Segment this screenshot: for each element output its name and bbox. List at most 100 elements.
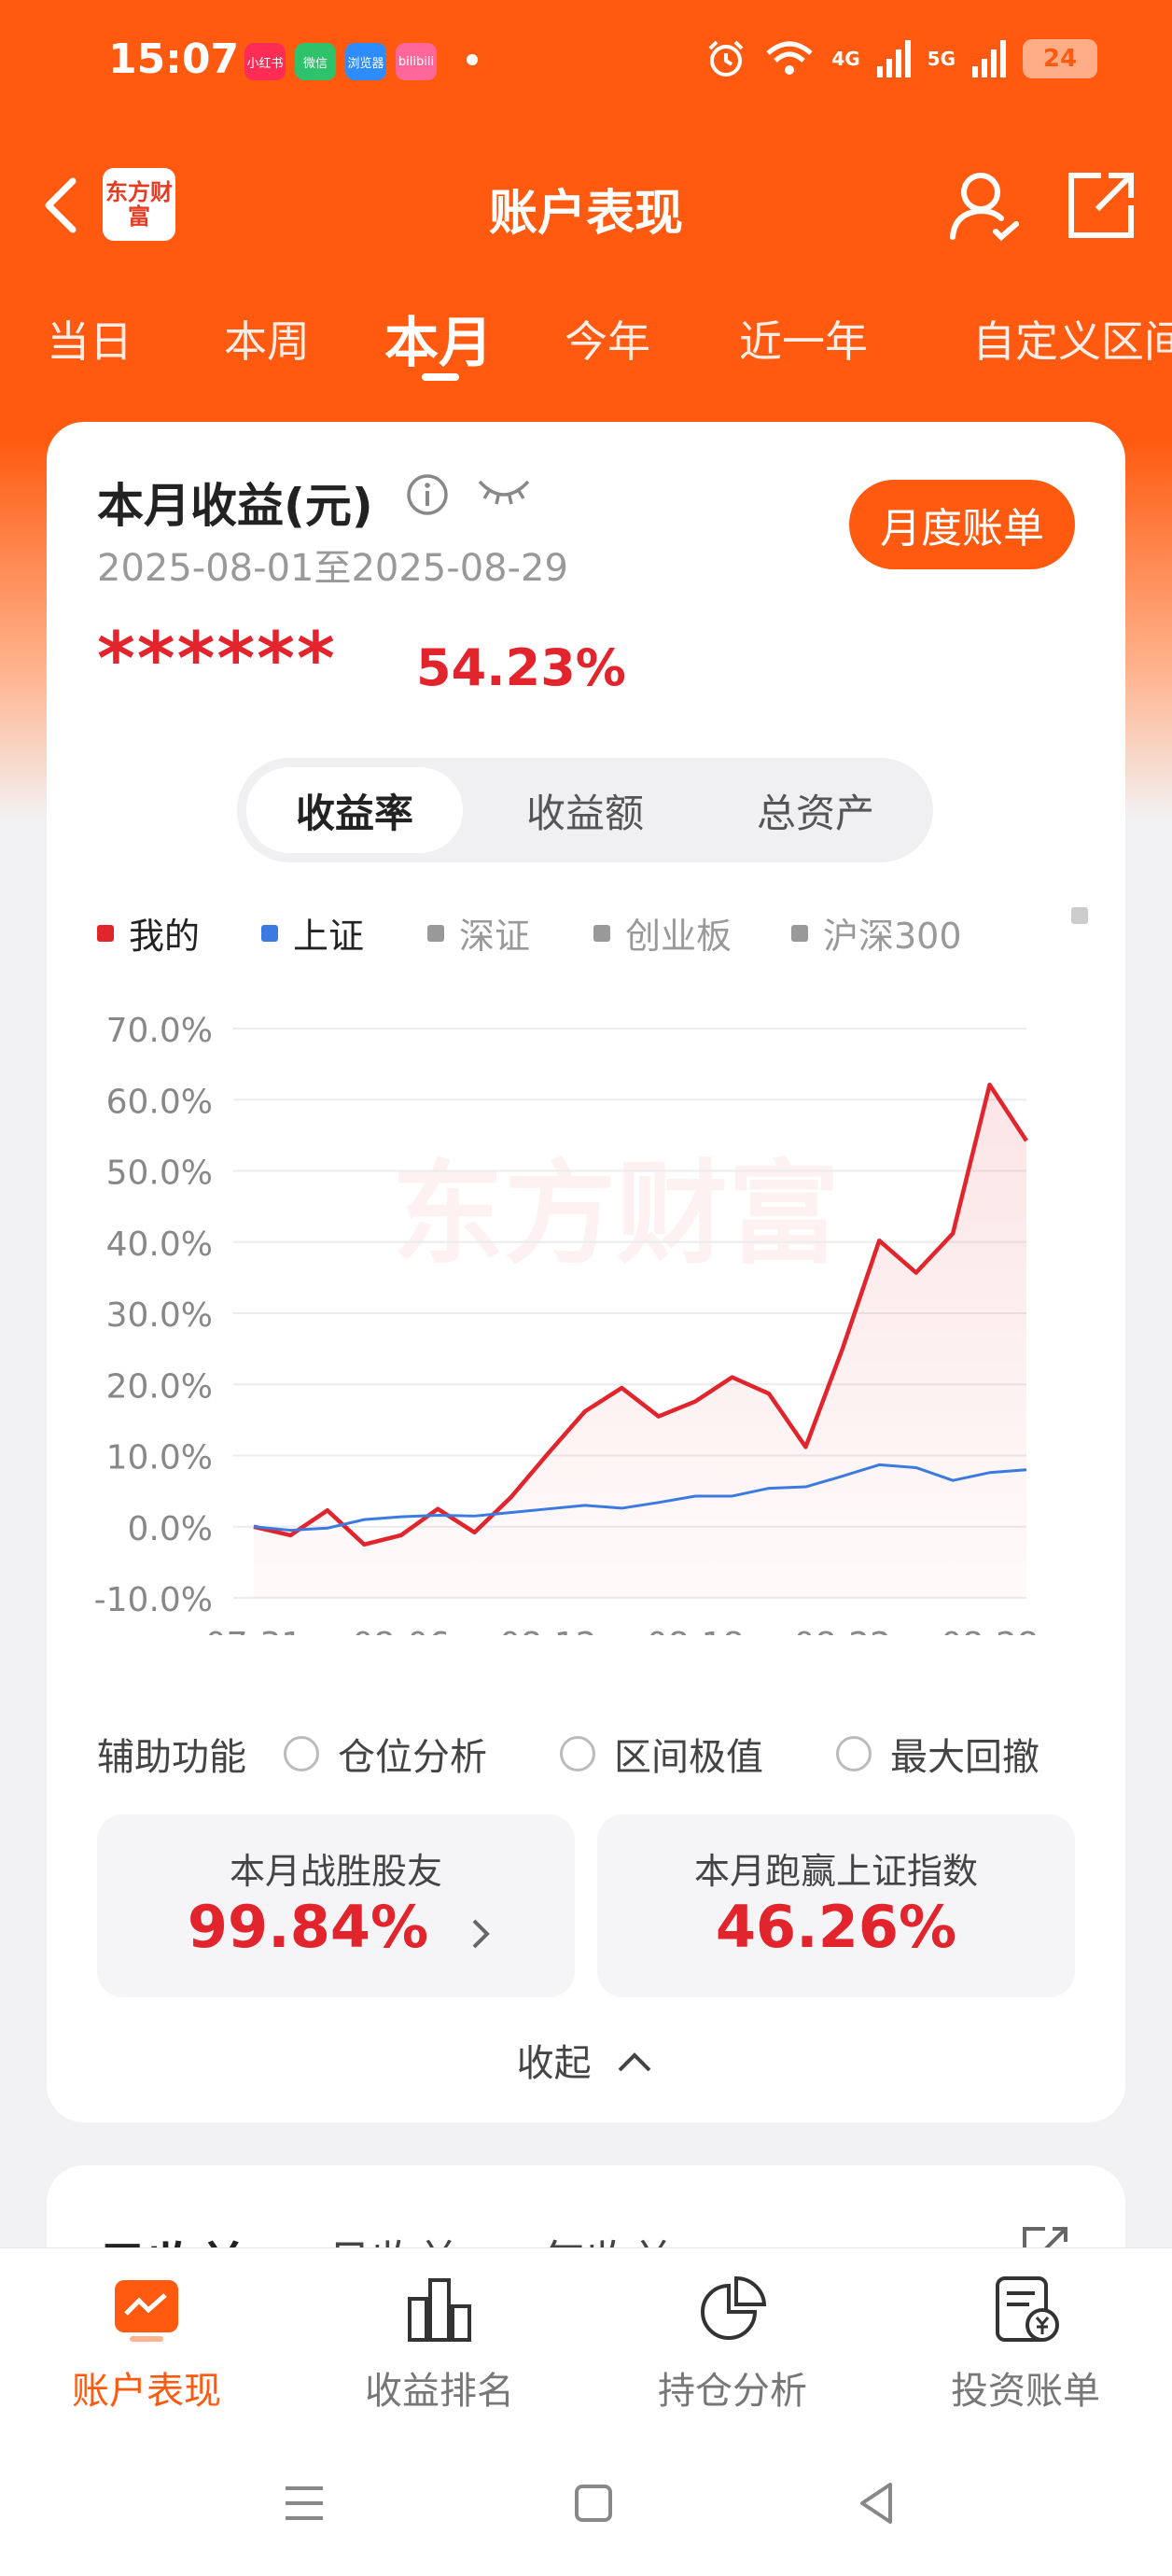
y-tick-label: 30.0% (106, 1296, 213, 1335)
segment-total-assets[interactable]: 总资产 (756, 790, 874, 836)
tab-month[interactable]: 本月 (384, 311, 494, 374)
legend-item-csi300[interactable]: 沪深300 (791, 907, 962, 959)
monthly-return-card: 本月收益(元) 2025-08-01至2025-08-29 月度账单 *****… (47, 422, 1125, 2122)
chevron-up-icon (618, 2052, 651, 2072)
network-4g-label: 4G (831, 48, 860, 70)
position-analysis-option[interactable]: 仓位分析 (284, 1727, 487, 1781)
pie-icon (701, 2275, 767, 2340)
tab-today[interactable]: 当日 (47, 316, 133, 367)
stat-label: 本月战胜股友 (229, 1851, 442, 1892)
beat-investors-stat[interactable]: 本月战胜股友 99.84% (97, 1814, 575, 1997)
collapse-button[interactable]: 收起 (47, 2033, 1125, 2087)
chart-legend: 我的 上证 深证 创业板 沪深300 (97, 907, 1114, 963)
period-tabs: 当日 本周 本月 今年 近一年 自定义区间 (0, 280, 1172, 383)
back-icon[interactable] (849, 2475, 905, 2531)
xiaohongshu-icon: 小红书 (244, 43, 286, 80)
legend-item-mine[interactable]: 我的 (97, 907, 200, 959)
range-extreme-option[interactable]: 区间极值 (560, 1727, 763, 1781)
segment-return-rate[interactable]: 收益率 (246, 767, 463, 853)
nav-investment-bill[interactable]: 投资账单 (879, 2248, 1172, 2435)
series-area-fill (254, 1085, 1026, 1598)
metric-segment-control: 收益率 收益额 总资产 (237, 758, 933, 862)
nav-label: 投资账单 (951, 2370, 1100, 2413)
nav-label: 持仓分析 (658, 2370, 807, 2413)
legend-dot (427, 924, 444, 942)
legend-dot (261, 924, 278, 942)
menu-icon[interactable] (276, 2475, 332, 2531)
nav-label: 收益排名 (365, 2370, 514, 2413)
option-label: 最大回撤 (890, 1736, 1039, 1779)
chart-icon (115, 2280, 178, 2342)
y-tick-label: 20.0% (106, 1367, 213, 1406)
masked-profit-amount: ****** (97, 618, 337, 702)
back-button[interactable] (35, 168, 91, 243)
return-percentage: 54.23% (416, 638, 626, 697)
legend-label: 创业板 (625, 916, 732, 957)
x-tick-label: 08-18 (647, 1626, 745, 1635)
info-icon[interactable] (405, 472, 450, 517)
legend-label: 深证 (459, 916, 531, 957)
legend-dot (593, 924, 610, 942)
tab-week[interactable]: 本周 (224, 316, 310, 367)
browser-icon: 浏览器 (345, 43, 386, 80)
app-header: 东方财富 账户表现 (0, 149, 1172, 261)
bottom-navigation: 账户表现 收益排名 持仓分析 投资账单 (0, 2247, 1172, 2434)
return-line-chart: 东方财富 70.0% 60.0% 50.0% 40.0% 30.0% 20.0% 10.0%… (94, 1012, 1039, 1635)
y-tick-label: 70.0% (106, 1012, 213, 1050)
signal-icon (972, 40, 1006, 77)
x-tick-label: 08-06 (352, 1626, 450, 1635)
chart-watermark: 东方财富 (392, 1150, 840, 1280)
nav-holding-analysis[interactable]: 持仓分析 (586, 2248, 879, 2435)
battery-indicator: 24 (1023, 39, 1097, 78)
more-notifications-dot (467, 54, 478, 65)
legend-item-more[interactable] (1071, 907, 1103, 924)
y-tick-label: 50.0% (106, 1155, 213, 1193)
legend-item-shanghai[interactable]: 上证 (261, 907, 364, 959)
legend-dot (1071, 907, 1088, 924)
status-time: 15:07 (108, 35, 240, 83)
eye-hidden-icon[interactable] (476, 472, 532, 510)
date-range: 2025-08-01至2025-08-29 (97, 547, 568, 590)
stat-value: 99.84% (187, 1893, 429, 1961)
nav-label: 账户表现 (72, 2370, 221, 2413)
x-tick-label: 08-12 (499, 1626, 597, 1635)
auxiliary-functions: 辅助功能 仓位分析 区间极值 最大回撤 (97, 1727, 1114, 1783)
nav-profit-ranking[interactable]: 收益排名 (293, 2248, 586, 2435)
legend-item-shenzhen[interactable]: 深证 (427, 907, 530, 959)
notification-icons: 小红书 微信 浏览器 bilibili (244, 43, 437, 80)
x-tick-label: 08-28 (941, 1626, 1039, 1635)
legend-item-chinext[interactable]: 创业板 (593, 907, 732, 959)
home-icon[interactable] (565, 2475, 621, 2531)
stat-value: 46.26% (715, 1893, 957, 1961)
y-tick-label: 40.0% (106, 1225, 213, 1264)
chevron-right-icon (472, 1919, 490, 1949)
nav-account-performance[interactable]: 账户表现 (0, 2248, 293, 2435)
max-drawdown-option[interactable]: 最大回撤 (836, 1727, 1039, 1781)
active-tab-indicator (422, 373, 459, 381)
network-5g-label: 5G (927, 48, 956, 70)
share-icon[interactable] (1064, 168, 1138, 243)
x-tick-label: 07-31 (205, 1626, 303, 1635)
y-tick-label: 0.0% (128, 1510, 213, 1548)
radio-button[interactable] (836, 1736, 872, 1771)
y-tick-label: 10.0% (106, 1439, 213, 1477)
status-bar: 15:07 小红书 微信 浏览器 bilibili 4G 5G 24 (0, 0, 1172, 131)
legend-dot (97, 924, 114, 942)
stat-label: 本月跑赢上证指数 (693, 1851, 978, 1892)
eastmoney-logo: 东方财富 (103, 168, 175, 241)
radio-button[interactable] (560, 1736, 595, 1771)
bar-icon (408, 2278, 471, 2342)
tab-last-year[interactable]: 近一年 (739, 316, 868, 367)
radio-button[interactable] (284, 1736, 319, 1771)
tab-custom-range[interactable]: 自定义区间 (972, 316, 1172, 367)
tab-year[interactable]: 今年 (565, 316, 650, 367)
option-label: 区间极值 (614, 1736, 763, 1779)
beat-index-stat: 本月跑赢上证指数 46.26% (597, 1814, 1075, 1997)
aux-label: 辅助功能 (97, 1736, 246, 1779)
alarm-icon (708, 40, 744, 77)
monthly-bill-button[interactable]: 月度账单 (849, 480, 1075, 569)
user-account-icon[interactable] (947, 164, 1022, 248)
y-tick-label: -10.0% (94, 1581, 213, 1619)
series-line-shanghai (253, 1463, 1027, 1533)
segment-profit-amount[interactable]: 收益额 (525, 790, 644, 836)
